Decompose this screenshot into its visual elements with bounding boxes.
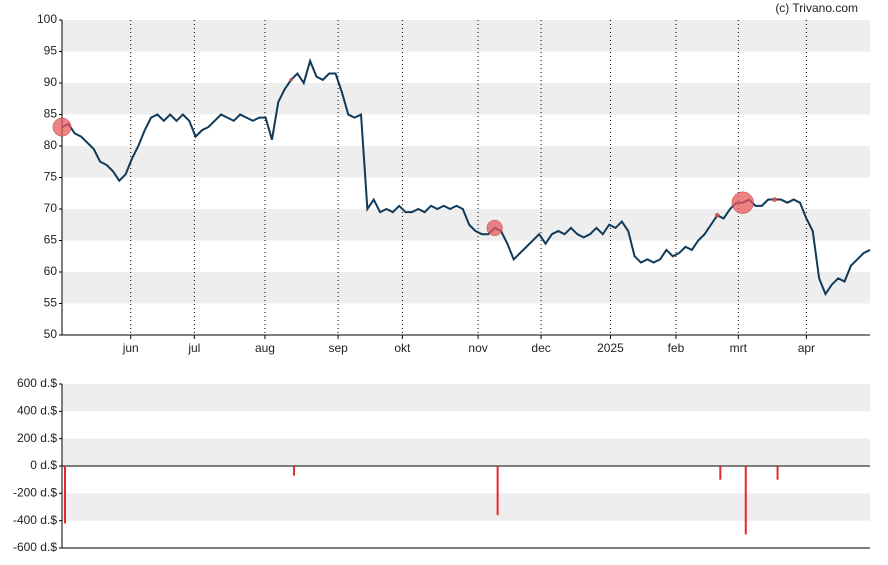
transaction-marker (486, 219, 503, 236)
x-tick-label: feb (668, 341, 685, 355)
y-tick-label: 75 (44, 170, 58, 184)
y-tick-label: 85 (44, 107, 58, 121)
transaction-marker (731, 191, 754, 214)
x-tick-label: jun (122, 341, 139, 355)
grid-band (62, 272, 870, 304)
x-tick-label: jul (187, 341, 200, 355)
transaction-marker (714, 212, 720, 218)
bar (719, 466, 722, 480)
y-tick-label: 0 d.$ (30, 458, 57, 472)
transaction-marker (52, 117, 72, 137)
transaction-marker (772, 197, 777, 202)
y-tick-label: 95 (44, 44, 58, 58)
bar (744, 466, 747, 535)
y-tick-label: 50 (44, 327, 58, 341)
copyright: (c) Trivano.com (775, 1, 858, 15)
y-tick-label: 55 (44, 296, 58, 310)
y-tick-label: 200 d.$ (17, 431, 57, 445)
x-tick-label: 2025 (597, 341, 624, 355)
y-tick-label: -200 d.$ (13, 486, 57, 500)
x-tick-label: apr (798, 341, 815, 355)
x-tick-label: mrt (730, 341, 748, 355)
y-tick-label: 65 (44, 233, 58, 247)
y-tick-label: 400 d.$ (17, 404, 57, 418)
y-tick-label: 60 (44, 264, 58, 278)
x-tick-label: okt (394, 341, 411, 355)
bar (496, 466, 499, 516)
y-tick-label: 600 d.$ (17, 376, 57, 390)
grid-band (62, 384, 870, 412)
bar (64, 466, 66, 524)
y-tick-label: 80 (44, 138, 58, 152)
x-tick-label: sep (328, 341, 348, 355)
y-tick-label: 100 (37, 12, 57, 26)
y-tick-label: -600 d.$ (13, 540, 57, 554)
x-tick-label: dec (531, 341, 550, 355)
bar (776, 466, 779, 480)
grid-band (62, 209, 870, 241)
y-tick-label: 90 (44, 75, 58, 89)
grid-band (62, 438, 870, 466)
grid-band (62, 83, 870, 115)
y-tick-label: -400 d.$ (13, 513, 57, 527)
grid-band (62, 493, 870, 521)
x-tick-label: aug (255, 341, 275, 355)
grid-band (62, 20, 870, 52)
grid-band (62, 146, 870, 178)
y-tick-label: 70 (44, 201, 58, 215)
bar (293, 466, 296, 476)
transaction-marker (289, 78, 293, 82)
x-tick-label: nov (468, 341, 487, 355)
